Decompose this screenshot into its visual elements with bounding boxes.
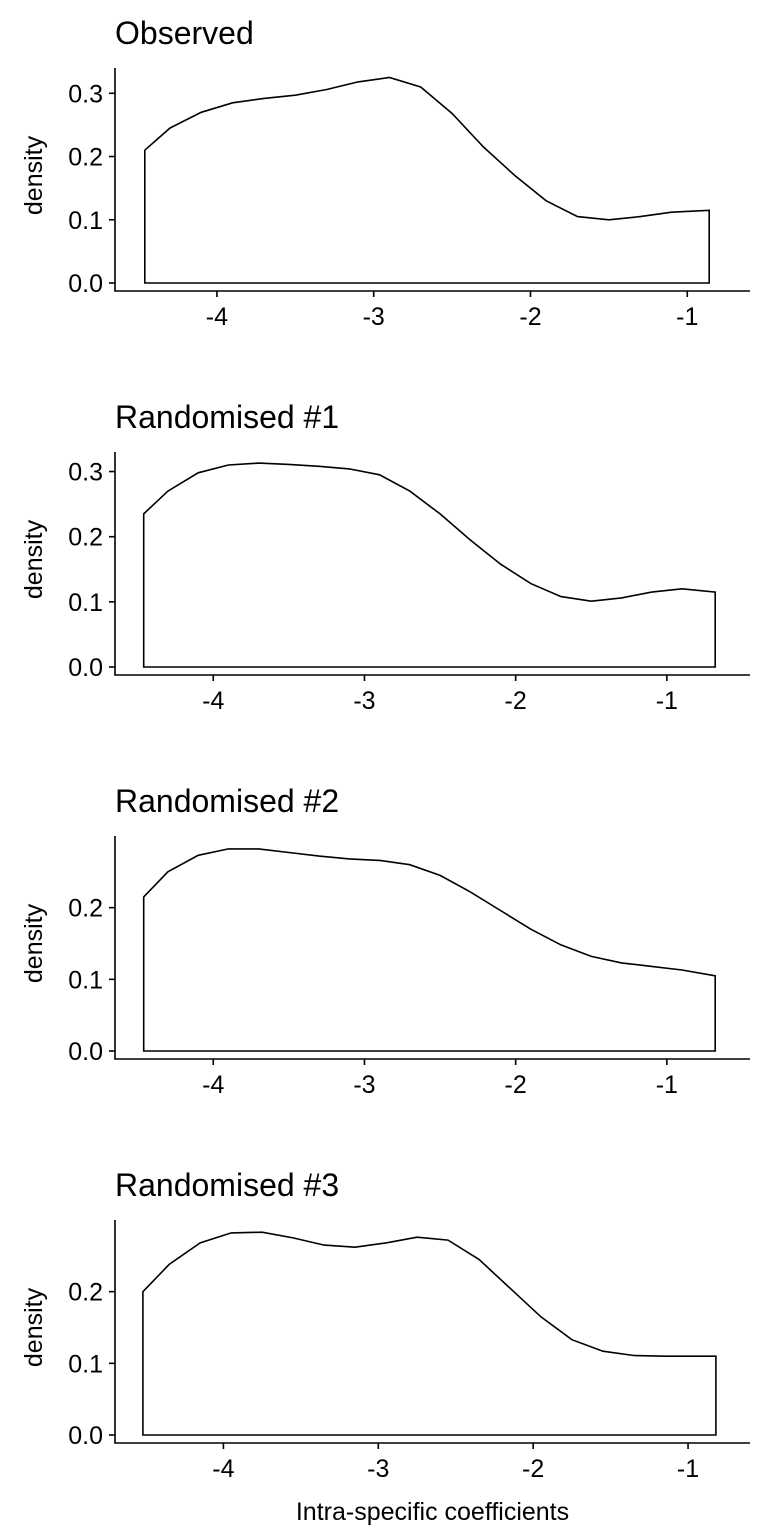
y-axis-title: density (20, 1287, 48, 1367)
y-tick-label: 0.1 (68, 966, 103, 994)
x-tick-label: -3 (363, 303, 385, 331)
y-tick-label: 0.0 (68, 1038, 103, 1066)
y-tick-label: 0.1 (68, 1350, 103, 1378)
panel-title: Observed (115, 15, 254, 51)
panel-2: Randomised #1 0.0 0.1 0.2 0.3 -4 -3 -2 -1 density (20, 399, 750, 715)
x-tick-label: -1 (656, 1071, 678, 1099)
x-tick-label: -1 (656, 687, 678, 715)
y-axis-title: density (20, 903, 48, 983)
x-tick-label: -2 (522, 1455, 544, 1483)
x-tick-label: -2 (505, 687, 527, 715)
y-tick-label: 0.0 (68, 1422, 103, 1450)
x-tick-label: -2 (505, 1071, 527, 1099)
density-curve (142, 462, 716, 668)
x-tick-label: -3 (367, 1455, 389, 1483)
y-tick-label: 0.2 (68, 524, 103, 552)
x-tick-label: -4 (202, 687, 224, 715)
y-tick-label: 0.3 (68, 459, 103, 487)
x-tick-label: -1 (676, 303, 698, 331)
panel-title: Randomised #1 (115, 399, 339, 435)
density-curve (144, 76, 710, 284)
x-tick-label: -3 (353, 687, 375, 715)
y-tick-label: 0.2 (68, 1279, 103, 1307)
x-tick-label: -4 (206, 303, 228, 331)
y-tick-label: 0.2 (68, 144, 103, 172)
panel-1: Observed 0.0 0.1 0.2 0.3 -4 -3 -2 -1 density (20, 15, 750, 331)
x-tick-label: -4 (202, 1071, 224, 1099)
x-tick-label: -2 (519, 303, 541, 331)
y-tick-label: 0.3 (68, 80, 103, 108)
x-tick-label: -1 (677, 1455, 699, 1483)
panel-4: Randomised #3 0.0 0.1 0.2 -4 -3 -2 -1 density Int… (20, 1167, 750, 1526)
panel-title: Randomised #2 (115, 783, 339, 819)
y-tick-label: 0.1 (68, 589, 103, 617)
x-tick-label: -3 (353, 1071, 375, 1099)
y-axis-title: density (20, 519, 48, 599)
y-tick-label: 0.0 (68, 270, 103, 298)
y-tick-label: 0.1 (68, 207, 103, 235)
x-axis-title: Intra-specific coefficients (296, 1498, 569, 1526)
panel-3: Randomised #2 0.0 0.1 0.2 -4 -3 -2 -1 density (20, 783, 750, 1099)
x-tick-label: -4 (212, 1455, 234, 1483)
panel-title: Randomised #3 (115, 1167, 339, 1203)
density-curve (142, 848, 716, 1052)
density-curve (142, 1231, 717, 1436)
y-tick-label: 0.0 (68, 654, 103, 682)
y-tick-label: 0.2 (68, 895, 103, 923)
y-axis-title: density (20, 135, 48, 215)
